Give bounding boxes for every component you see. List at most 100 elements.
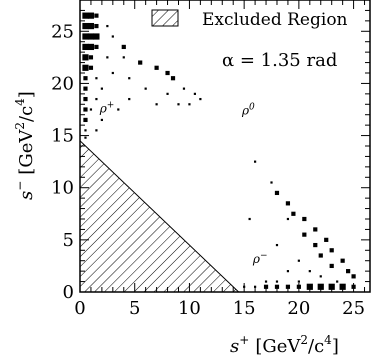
data-box: [329, 263, 334, 269]
data-box: [274, 284, 280, 289]
data-box: [144, 87, 147, 90]
data-box: [111, 35, 114, 38]
data-box: [193, 92, 197, 95]
data-box: [83, 76, 88, 81]
data-box: [285, 201, 291, 206]
data-box: [87, 43, 95, 51]
region-label: ρ0: [241, 103, 255, 118]
region-label: ρ−: [252, 251, 268, 266]
data-box: [88, 55, 94, 60]
data-box: [82, 64, 89, 71]
data-box: [291, 211, 296, 216]
y-tick-label: 0: [63, 282, 74, 303]
data-box: [87, 33, 95, 40]
legend-entry: Excluded Region: [202, 10, 348, 30]
data-box: [82, 33, 89, 40]
data-box: [188, 103, 191, 106]
data-box: [346, 269, 351, 274]
data-box: [297, 280, 300, 283]
data-box: [264, 280, 268, 283]
data-box: [275, 280, 279, 283]
data-box: [154, 65, 159, 70]
data-box: [318, 253, 323, 258]
legend-swatch: [151, 9, 179, 27]
x-tick-label: 0: [74, 298, 85, 319]
data-box: [94, 23, 99, 29]
data-box: [94, 44, 99, 50]
region-labels: ρ+ ρ0 ρ−: [99, 101, 268, 266]
y-tick-label: 25: [51, 21, 74, 42]
data-box: [88, 65, 94, 70]
data-box: [138, 60, 143, 65]
data-box: [84, 129, 87, 132]
data-box: [94, 13, 99, 18]
y-tick-label: 10: [51, 178, 74, 199]
data-box: [285, 284, 291, 289]
data-box: [122, 56, 125, 59]
data-box: [170, 76, 176, 81]
x-tick-label: 20: [287, 298, 310, 319]
y-tick-label: 20: [51, 73, 74, 94]
data-box: [165, 70, 170, 76]
data-box: [106, 56, 109, 59]
data-box: [95, 97, 98, 101]
data-box: [82, 54, 89, 61]
excluded-region: [79, 139, 240, 293]
data-box: [313, 242, 318, 248]
data-boxes: [82, 12, 356, 290]
axis-ticks: [79, 0, 370, 293]
data-box: [89, 108, 93, 111]
data-box: [117, 108, 120, 111]
data-box: [106, 24, 109, 28]
region-label: ρ+: [99, 101, 115, 116]
data-box: [166, 92, 169, 95]
data-box: [121, 44, 126, 50]
y-axis-label: s−[GeV2/c4]: [13, 91, 37, 200]
x-tick-label: 25: [342, 298, 365, 319]
data-box: [87, 12, 95, 19]
data-box: [177, 103, 180, 106]
data-box: [83, 117, 88, 123]
data-box: [82, 22, 89, 30]
x-tick-label: 5: [129, 298, 140, 319]
data-box: [340, 258, 345, 263]
data-box: [82, 12, 89, 19]
data-box: [302, 216, 307, 222]
data-box: [83, 107, 88, 112]
data-box: [302, 232, 307, 237]
data-box: [83, 86, 88, 91]
data-box: [274, 190, 280, 196]
data-box: [339, 283, 346, 290]
data-box: [270, 181, 273, 184]
data-box: [82, 43, 89, 51]
data-box: [95, 77, 98, 80]
data-box: [286, 217, 290, 221]
data-box: [100, 87, 103, 90]
data-box: [329, 248, 334, 253]
data-box: [248, 217, 251, 221]
data-box: [319, 275, 322, 278]
data-box: [308, 270, 311, 273]
data-box: [263, 284, 269, 289]
plot-area: ρ+ ρ0 ρ−: [79, 0, 371, 293]
x-tick-labels: 0 5 10 15 20 25: [74, 298, 365, 319]
data-box: [317, 283, 324, 290]
data-box: [128, 77, 131, 80]
data-box: [336, 280, 339, 283]
data-box: [286, 270, 290, 273]
data-box: [253, 285, 257, 288]
data-box: [83, 96, 88, 102]
data-box: [95, 129, 98, 132]
alpha-annotation: α = 1.35 rad: [222, 50, 337, 71]
data-box: [100, 118, 103, 122]
data-box: [84, 136, 87, 139]
x-tick-label: 15: [233, 298, 256, 319]
data-box: [182, 87, 186, 90]
data-box: [297, 259, 300, 262]
data-box: [351, 274, 356, 279]
data-box: [253, 160, 257, 163]
y-tick-labels: 0 5 10 15 20 25: [51, 21, 74, 303]
data-box: [128, 97, 131, 101]
data-box: [111, 71, 114, 75]
